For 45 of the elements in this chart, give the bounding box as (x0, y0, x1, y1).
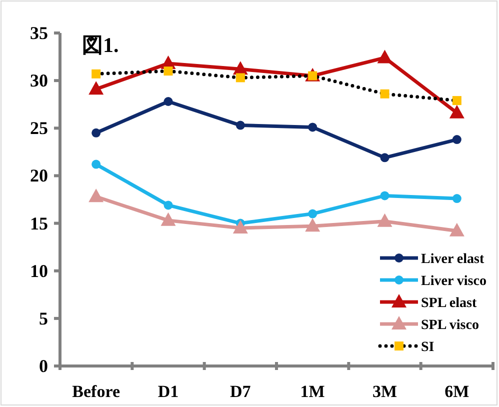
point (88, 81, 104, 95)
point (160, 212, 176, 226)
point (449, 104, 464, 118)
legend-label: SPL elast (421, 296, 477, 311)
x-tick-label: 6M (444, 382, 470, 401)
point (88, 188, 104, 202)
point (92, 128, 101, 138)
point (232, 220, 248, 234)
point (449, 222, 464, 236)
point (308, 122, 318, 132)
point (92, 69, 101, 78)
legend-label: SI (421, 340, 434, 355)
x-tick-label: D1 (158, 382, 179, 401)
point (308, 209, 318, 218)
x-tick-label: Before (72, 382, 120, 401)
point (305, 218, 320, 232)
point (164, 97, 173, 106)
point (380, 191, 390, 200)
point (236, 73, 245, 82)
point (164, 66, 173, 76)
point (380, 153, 390, 162)
point (92, 160, 101, 169)
x-tick-label: 1M (300, 382, 325, 401)
y-tick-label: 30 (30, 70, 48, 91)
point (452, 135, 462, 144)
point (377, 50, 392, 64)
point (377, 213, 392, 227)
x-tick-label: D7 (230, 382, 252, 401)
legend-label: Liver elast (421, 252, 484, 267)
legend-label: Liver visco (421, 274, 486, 289)
point (452, 96, 462, 106)
legend-label: SPL visco (421, 318, 479, 333)
y-tick-label: 15 (30, 213, 48, 234)
y-tick-label: 10 (30, 260, 48, 281)
point (236, 120, 245, 130)
y-tick-label: 5 (39, 308, 48, 328)
chart-title: 図1. (82, 33, 119, 57)
y-tick-label: 0 (39, 356, 48, 376)
y-tick-label: 35 (30, 23, 48, 43)
y-tick-label: 20 (30, 166, 48, 186)
point (452, 194, 462, 204)
point (164, 200, 173, 210)
y-tick-label: 25 (30, 118, 48, 138)
point (380, 89, 390, 98)
x-tick-label: 3M (372, 382, 398, 401)
